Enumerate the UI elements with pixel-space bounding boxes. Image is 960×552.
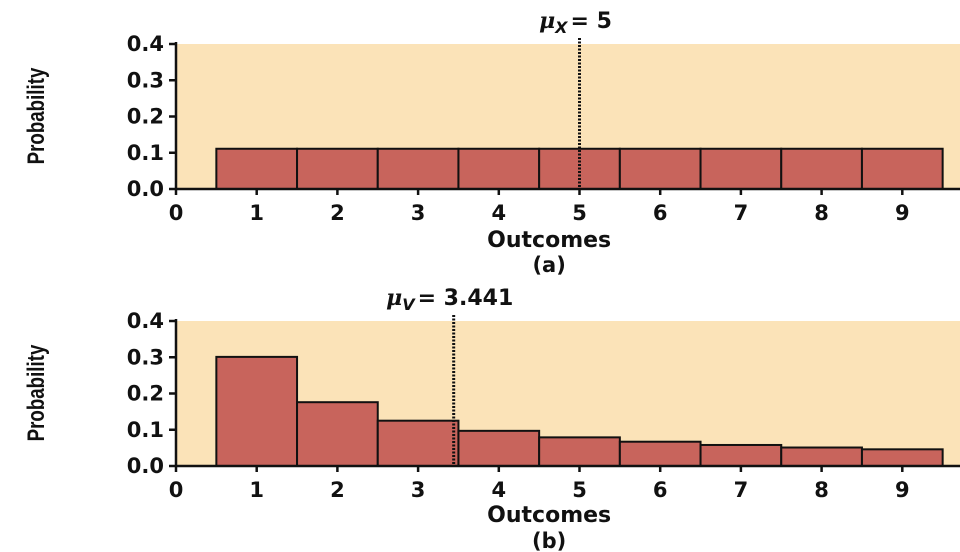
bar-5 xyxy=(538,436,621,467)
x-tick-label: 2 xyxy=(330,478,345,502)
y-tick-label: 0.0 xyxy=(127,454,164,478)
bar-8 xyxy=(780,446,863,468)
x-tick-label: 6 xyxy=(653,478,668,502)
x-axis-title: Outcomes xyxy=(487,228,611,253)
x-tick-label: 5 xyxy=(572,478,587,502)
x-tick-label: 2 xyxy=(330,201,345,225)
mean-label: μV = 3.441 xyxy=(386,285,513,314)
mean-label: μX = 5 xyxy=(539,8,612,37)
x-tick-label: 8 xyxy=(814,201,829,225)
x-tick-label: 8 xyxy=(814,478,829,502)
x-tick-label: 7 xyxy=(734,478,749,502)
mean-subscript: V xyxy=(402,295,416,314)
y-tick-label: 0.0 xyxy=(127,177,164,201)
bar-2 xyxy=(296,401,379,468)
bar-6 xyxy=(618,147,702,190)
x-tick-label: 3 xyxy=(411,201,426,225)
y-tick-label: 0.4 xyxy=(127,32,164,56)
y-tick-label: 0.1 xyxy=(127,418,164,442)
y-axis-title: Probability xyxy=(23,345,50,442)
x-tick-label: 7 xyxy=(734,201,749,225)
bar-3 xyxy=(376,147,460,190)
y-tick-label: 0.2 xyxy=(127,382,164,406)
y-tick-label: 0.2 xyxy=(127,105,164,129)
bar-1 xyxy=(215,355,299,468)
mean-subscript: X xyxy=(554,18,568,37)
x-tick-label: 1 xyxy=(249,201,264,225)
mean-value-text: = 5 xyxy=(571,9,612,34)
bar-3 xyxy=(376,419,460,467)
bar-7 xyxy=(699,147,783,190)
bar-9 xyxy=(860,448,944,468)
x-tick-label: 9 xyxy=(895,478,910,502)
bar-7 xyxy=(699,443,783,468)
y-tick-label: 0.4 xyxy=(127,309,164,333)
y-tick-label: 0.1 xyxy=(127,141,164,165)
x-tick-label: 6 xyxy=(653,201,668,225)
x-tick-label: 5 xyxy=(572,201,587,225)
panel-a: 0.0 0.1 0.2 0.3 0.4 0 1 2 3 4 5 6 7 8 9 Outcomes(a) Prob… xyxy=(23,8,960,277)
x-tick-label: 0 xyxy=(169,201,184,225)
mean-value-text: = 3.441 xyxy=(418,286,514,311)
mean-symbol: μ xyxy=(539,8,555,34)
panel-label: (b) xyxy=(532,529,566,552)
bar-4 xyxy=(457,147,541,190)
y-tick-label: 0.3 xyxy=(127,68,164,92)
y-axis-title: Probability xyxy=(23,68,50,165)
x-tick-label: 9 xyxy=(895,201,910,225)
bar-9 xyxy=(860,147,944,190)
bar-4 xyxy=(457,429,541,467)
y-tick-label: 0.3 xyxy=(127,345,164,369)
bar-1 xyxy=(215,147,299,190)
x-axis-title: Outcomes xyxy=(487,503,611,528)
x-tick-label: 4 xyxy=(491,201,506,225)
x-tick-label: 1 xyxy=(249,478,264,502)
panel-label: (a) xyxy=(532,253,565,277)
mean-symbol: μ xyxy=(386,285,402,311)
x-tick-label: 3 xyxy=(411,478,426,502)
panel-b: 0.0 0.1 0.2 0.3 0.4 0 1 2 3 4 5 6 7 8 9 Outcomes(b) Prob… xyxy=(23,285,960,552)
bar-6 xyxy=(618,440,702,467)
bar-2 xyxy=(296,147,379,190)
bar-8 xyxy=(780,147,863,190)
x-tick-label: 0 xyxy=(169,478,184,502)
x-tick-label: 4 xyxy=(491,478,506,502)
